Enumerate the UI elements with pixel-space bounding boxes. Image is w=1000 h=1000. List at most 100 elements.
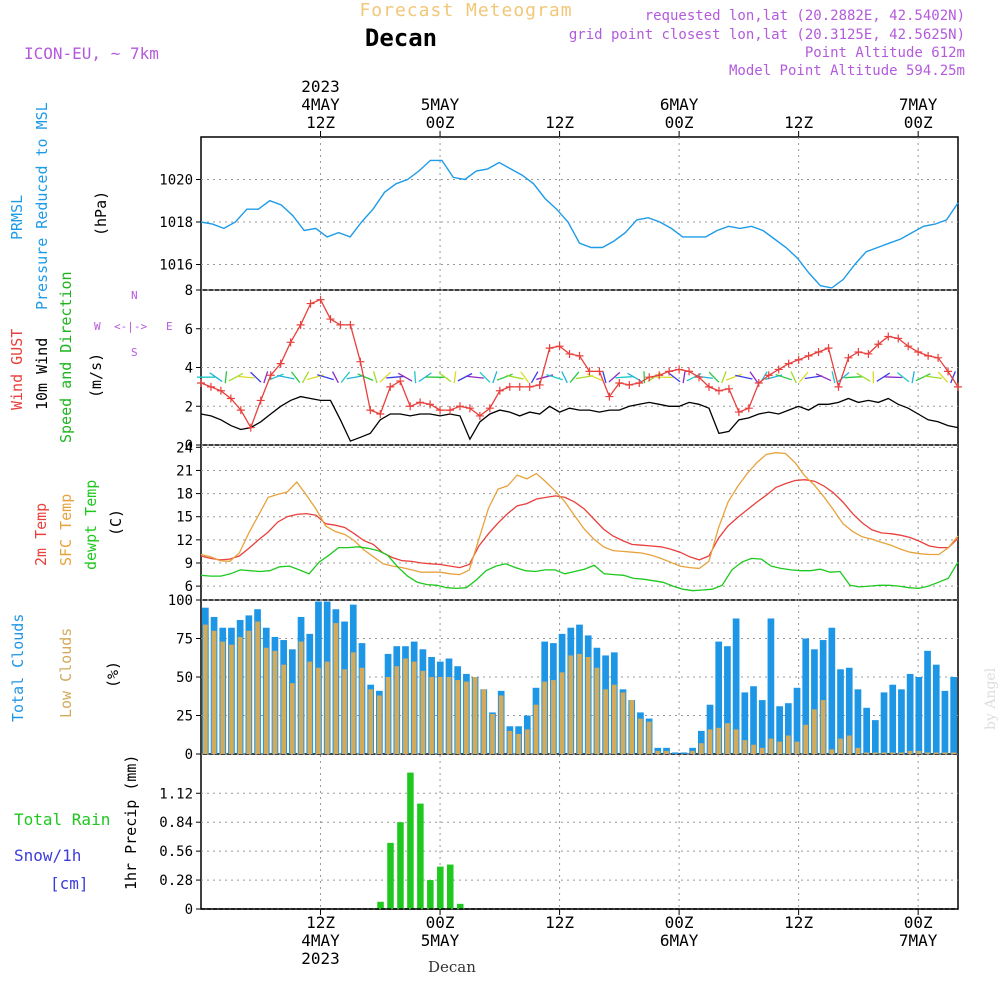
wind-gust-marker [844,353,853,362]
low-cloud-bar [820,700,826,754]
low-cloud-bar [316,667,321,754]
low-cloud-bar [742,740,748,754]
low-cloud-bar [603,689,608,754]
wind-gust-marker [455,402,464,411]
wind-direction-arrow [250,371,262,383]
precip-bar [407,772,414,909]
wind-gust-marker [894,334,903,343]
wind-gust-marker [525,382,534,391]
bottom-time-label: 7MAY [899,931,938,950]
wind-direction-arrow [465,375,484,379]
low-cloud-bar [298,641,304,754]
wind-gust-marker [256,396,265,405]
top-time-label: 2023 [301,77,340,96]
pressure-line [200,159,959,289]
low-cloud-bar [481,689,487,754]
low-cloud-bar [290,683,295,754]
wind-gust-marker [724,384,733,393]
wind-gust-marker [246,423,255,432]
y-tick-label: 12 [176,533,193,549]
low-cloud-bar [725,723,730,754]
temp-dewpt-line [200,546,959,592]
wind-direction-arrow [236,375,255,379]
wind-gust-marker [934,353,943,362]
wind-direction-arrow [224,371,228,384]
wind-gust-marker [565,349,574,358]
total-cloud-bar [732,618,740,754]
compass-east: E [166,320,173,333]
total-cloud-bar [863,707,870,754]
low-cloud-bar [838,738,843,754]
low-cloud-bar [620,692,626,754]
low-cloud-bar [229,644,234,754]
snow-unit: [cm] [50,874,89,893]
y-tick-label: 25 [176,709,193,725]
bottom-time-label: 5MAY [421,931,460,950]
total-cloud-bar [845,667,853,754]
y-tick-label: 0.84 [159,815,193,831]
wind-direction-arrow [915,373,931,382]
low-cloud-bar [716,727,722,754]
compass-north: N [131,289,138,302]
low-cloud-bar [203,624,208,754]
low-cloud-bar [881,752,887,754]
wind-gust-marker [864,349,873,358]
total-cloud-bar [802,638,810,754]
low-cloud-bar [568,655,574,754]
wind-gust-marker [734,408,743,417]
wind-gust-marker [585,367,594,376]
wind-gust-marker [376,410,385,418]
y-tick-label: 100 [168,593,193,609]
bottom-time-label: 00Z [665,913,694,932]
point-altitude: Point Altitude 612m [804,45,965,61]
wind-gust-marker [784,359,793,368]
wind-direction-arrow [575,375,594,380]
y-tick-label: 0.28 [159,873,193,889]
wind-gust-marker [954,382,962,391]
wind-gust-marker [206,382,215,391]
total-cloud-bar [828,627,836,754]
total-cloud-bar [880,692,888,754]
low-cloud-bar [472,677,478,754]
requested-coords: requested lon,lat (20.2882E, 42.5402N) [644,8,965,24]
wind-gust-marker [625,380,634,389]
wind-direction-arrow [561,371,568,384]
low-cloud-bar [829,749,835,754]
model-altitude: Model Point Altitude 594.25m [728,63,965,79]
temp-sfc-line [200,452,959,576]
top-time-label: 12Z [784,113,813,132]
wind-direction-arrow [418,372,432,383]
y-tick-label: 1016 [159,258,193,274]
wind-gust-marker [605,392,614,401]
low-cloud-bar [420,670,426,754]
wind-gust-marker [824,344,833,353]
wind-direction-arrow [372,371,378,384]
bottom-time-label: 00Z [426,913,455,932]
low-cloud-bar [220,641,226,754]
low-cloud-bar [577,653,582,754]
wind-direction-arrow [438,372,452,383]
low-cloud-bar [307,661,313,754]
total-cloud-bar [871,720,879,754]
total-cloud-bar [898,689,905,754]
wind-gust-marker [356,357,365,366]
wind-direction-arrow [546,374,563,381]
y-tick-label: 18 [176,487,193,503]
wind-direction-arrow [340,371,351,383]
top-time-label: 00Z [426,113,455,132]
wind-direction-arrow [520,371,530,383]
low-cloud-bar [324,661,330,754]
wind-gust-marker [366,406,375,415]
total-cloud-bar [758,700,766,754]
low-cloud-bar [794,741,800,754]
bottom-time-label: 6MAY [660,931,699,950]
low-cloud-bar [933,752,939,754]
low-cloud-bar [864,752,869,754]
total-cloud-bar [776,706,783,754]
low-cloud-bar [803,724,809,754]
low-cloud-bar [925,752,930,754]
total-cloud-bar [950,677,957,754]
low-cloud-bar [403,658,408,754]
total-cloud-bar [889,684,897,754]
